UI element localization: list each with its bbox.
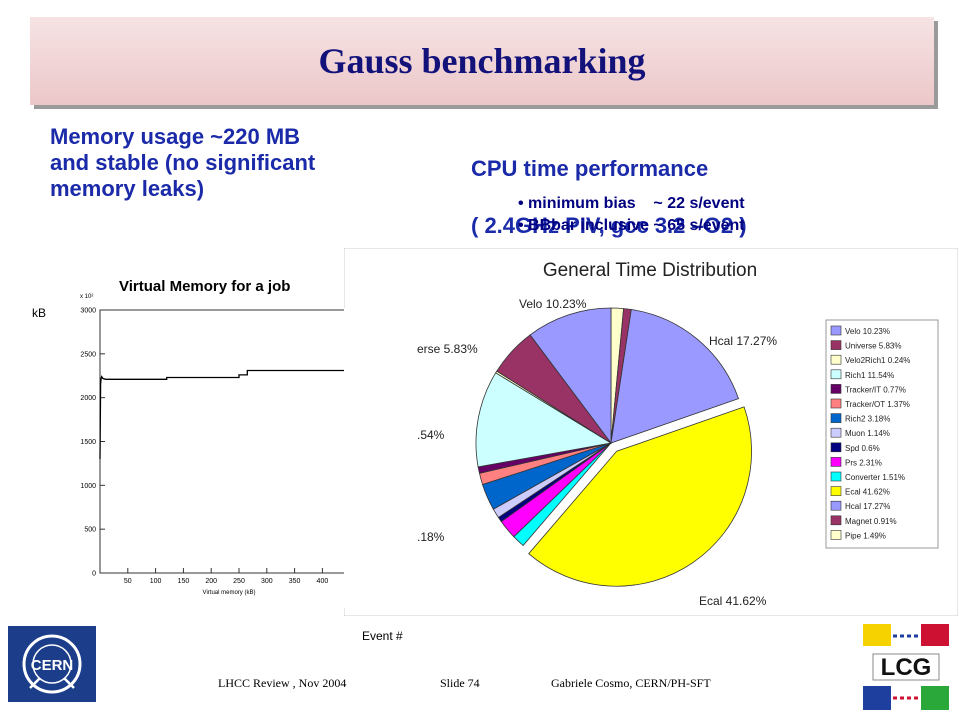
memory-x-tick-label: 50 bbox=[124, 578, 132, 585]
pie-legend-label: Velo2Rich1 0.24% bbox=[845, 356, 910, 365]
pie-legend-label: Prs 2.31% bbox=[845, 458, 882, 467]
bullet-item: • BBbar inclusive ~ 65 s/event bbox=[518, 217, 745, 234]
pie-legend-swatch bbox=[830, 354, 842, 365]
memory-y-tick-label: 3000 bbox=[80, 308, 96, 315]
pie-legend-swatch bbox=[830, 442, 842, 453]
pie-legend-label: Velo 10.23% bbox=[845, 327, 890, 336]
pie-legend-swatch bbox=[830, 325, 842, 336]
memory-y-tick-label: 1000 bbox=[80, 483, 96, 490]
pie-legend-swatch bbox=[830, 427, 842, 438]
pie-legend-swatch bbox=[830, 398, 842, 409]
lcg-logo: LCG bbox=[861, 622, 951, 712]
pie-slice-velo bbox=[529, 307, 612, 445]
cpu-bullets: • minimum bias ~ 22 s/event • BBbar incl… bbox=[518, 195, 745, 235]
cpu-heading-line2: ( 2.4GHz PIV, gcc 3.2 –O2 ) bbox=[471, 213, 747, 238]
pie-legend-box bbox=[825, 319, 939, 549]
pie-chart: General Time Distribution Velo 10.23% Hcal… bbox=[344, 248, 958, 616]
pie-legend-swatch bbox=[830, 340, 842, 350]
memory-x-tick-label: 200 bbox=[205, 578, 217, 585]
memory-note: Memory usage ~220 MB and stable (no sign… bbox=[50, 124, 316, 201]
cern-logo-text: CERN bbox=[31, 657, 74, 674]
cpu-heading: CPU time performance ( 2.4GHz PIV, gcc 3… bbox=[471, 130, 747, 265]
pie-slice-label: Hcal 17.27% bbox=[709, 334, 777, 348]
pie-legend-label: Rich1 11.54% bbox=[845, 371, 894, 380]
memory-y-multiplier: x 10² bbox=[80, 294, 93, 300]
memory-x-tick-label: 150 bbox=[178, 578, 190, 585]
footer-slide-number: Slide 74 bbox=[440, 676, 480, 690]
memory-y-label: kB bbox=[32, 306, 47, 320]
pie-legend-label: Ecal 41.62% bbox=[845, 488, 890, 497]
pie-legend-label: Rich2 3.18% bbox=[845, 415, 890, 424]
pie-legend-swatch bbox=[830, 369, 842, 380]
pie-slice-label: .54% bbox=[417, 428, 445, 442]
bullet-text: minimum bias ~ 22 s/event bbox=[528, 195, 745, 212]
memory-x-tick-label: 250 bbox=[233, 578, 245, 585]
memory-series-line bbox=[99, 369, 378, 460]
pie-legend-label: Hcal 17.27% bbox=[845, 502, 890, 511]
memory-x-caption: Event # bbox=[362, 629, 403, 643]
pie-legend-swatch bbox=[830, 471, 842, 482]
memory-y-tick-label: 2000 bbox=[80, 395, 96, 402]
slide-title: Gauss benchmarking bbox=[318, 41, 646, 81]
cern-logo: CERN bbox=[8, 626, 96, 702]
memory-plot-frame bbox=[99, 309, 379, 574]
pie-slice-label: Ecal 41.62% bbox=[699, 594, 767, 608]
pie-legend-label: Universe 5.83% bbox=[845, 342, 901, 351]
pie-legend-swatch bbox=[830, 457, 842, 467]
pie-slice-label: .18% bbox=[417, 530, 445, 544]
pie-legend-label: Converter 1.51% bbox=[845, 473, 905, 482]
memory-x-tick-label: 100 bbox=[150, 578, 162, 585]
pie-slice-rich1 bbox=[475, 372, 613, 468]
memory-x-tick-label: 300 bbox=[261, 578, 273, 585]
pie-panel-crop bbox=[344, 308, 416, 608]
bullet-text: BBbar inclusive ~ 65 s/event bbox=[528, 217, 745, 234]
pie-legend-label: Tracker/OT 1.37% bbox=[845, 400, 910, 409]
pie-legend-swatch bbox=[830, 486, 842, 496]
memory-y-tick-label: 500 bbox=[84, 527, 96, 534]
lcg-logo-text: LCG bbox=[881, 654, 932, 681]
memory-x-tick-label: 350 bbox=[289, 578, 301, 585]
pie-slice-label: Velo 10.23% bbox=[519, 297, 587, 311]
pie-slice-ecal bbox=[528, 406, 752, 587]
memory-x-tick-label: 400 bbox=[317, 578, 329, 585]
pie-title: General Time Distribution bbox=[543, 260, 757, 281]
bullet-item: • minimum bias ~ 22 s/event bbox=[518, 195, 745, 212]
pie-legend-label: Muon 1.14% bbox=[845, 429, 890, 438]
pie-legend-swatch bbox=[830, 530, 842, 540]
pie-legend-label: Spd 0.6% bbox=[845, 444, 880, 453]
pie-legend-swatch bbox=[830, 500, 842, 511]
title-bar: Gauss benchmarking bbox=[30, 17, 934, 105]
memory-chart-title: Virtual Memory for a job bbox=[119, 278, 291, 295]
footer-author: Gabriele Cosmo, CERN/PH-SFT bbox=[551, 676, 711, 690]
memory-chart: 0 500 1000 1500 2000 2500 3000 50 100 150 200 250 30… bbox=[80, 294, 384, 596]
pie-legend-swatch bbox=[830, 413, 842, 423]
memory-y-tick-label: 1500 bbox=[80, 439, 96, 446]
pie-slice-hcal bbox=[610, 309, 740, 444]
footer-venue: LHCC Review , Nov 2004 bbox=[218, 676, 347, 690]
memory-y-tick-label: 2500 bbox=[80, 351, 96, 358]
pie-legend-label: Magnet 0.91% bbox=[845, 517, 897, 526]
pie-legend-swatch bbox=[830, 384, 842, 394]
pie-legend-label: Tracker/IT 0.77% bbox=[845, 385, 906, 394]
pie-legend-label: Pipe 1.49% bbox=[845, 531, 886, 540]
pie-legend-swatch bbox=[830, 515, 842, 526]
pie-slice-label: erse 5.83% bbox=[417, 342, 478, 356]
memory-x-axis-label: Virtual memory (kB) bbox=[203, 590, 256, 596]
memory-y-tick-label: 0 bbox=[92, 571, 96, 578]
cpu-heading-line1: CPU time performance bbox=[471, 156, 709, 181]
